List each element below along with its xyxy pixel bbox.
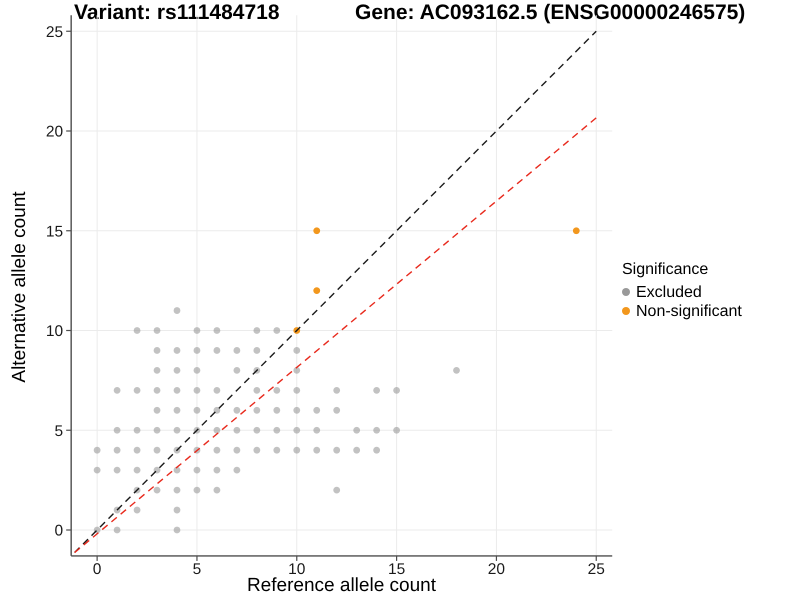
svg-text:15: 15 <box>46 223 63 240</box>
svg-text:20: 20 <box>46 124 64 141</box>
svg-text:5: 5 <box>55 423 64 440</box>
svg-text:10: 10 <box>46 323 64 340</box>
svg-text:25: 25 <box>46 24 63 41</box>
svg-text:0: 0 <box>55 523 64 540</box>
